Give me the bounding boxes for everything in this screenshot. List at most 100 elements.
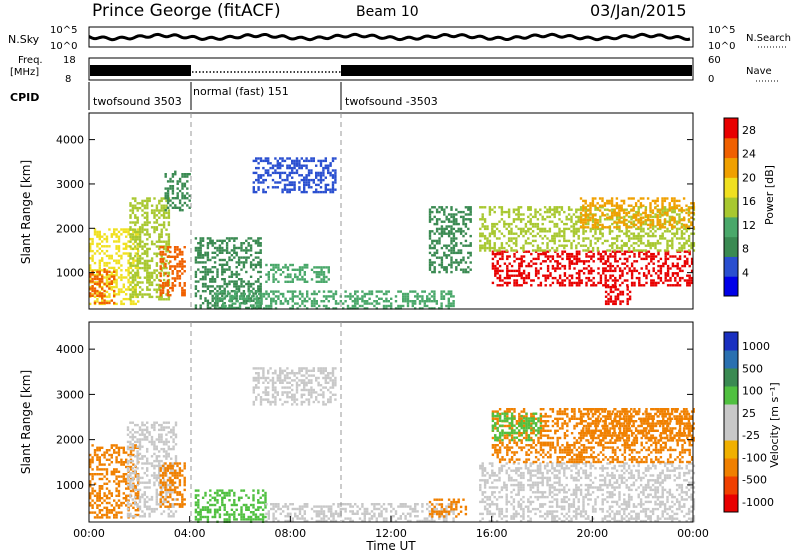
echo-cell	[428, 268, 432, 271]
echo-cell	[229, 297, 232, 300]
echo-cell	[159, 258, 162, 261]
echo-cell	[218, 506, 222, 509]
echo-cell	[558, 284, 562, 287]
echo-cell	[138, 428, 142, 432]
echo-cell	[91, 293, 94, 296]
echo-cell	[115, 283, 118, 286]
echo-cell	[591, 204, 595, 207]
echo-cell	[621, 290, 625, 294]
echo-cell	[686, 262, 689, 265]
echo-cell	[598, 204, 602, 207]
echo-cell	[411, 302, 414, 305]
echo-cell	[579, 206, 583, 209]
echo-cell	[599, 227, 602, 231]
echo-cell	[143, 216, 147, 219]
echo-cell	[101, 240, 104, 243]
echo-cell	[105, 470, 109, 473]
echo-cell	[178, 189, 182, 193]
echo-cell	[174, 433, 178, 436]
echo-cell	[274, 290, 278, 293]
echo-cell	[491, 232, 494, 235]
echo-cell	[108, 270, 111, 273]
echo-cell	[568, 262, 571, 265]
echo-cell	[329, 171, 332, 175]
echo-cell	[558, 213, 561, 216]
echo-cell	[363, 302, 366, 305]
echo-cell	[315, 307, 318, 310]
echo-cell	[136, 488, 139, 492]
echo-cell	[213, 503, 217, 507]
echo-cell	[661, 206, 664, 210]
echo-cell	[150, 209, 154, 212]
echo-cell	[131, 209, 135, 212]
echo-cell	[173, 491, 177, 494]
echo-cell	[433, 232, 436, 235]
echo-cell	[225, 294, 229, 298]
echo-cell	[548, 206, 552, 209]
echo-cell	[125, 451, 128, 454]
echo-cell	[171, 255, 174, 258]
echo-cell	[176, 503, 179, 506]
echo-cell	[382, 300, 386, 303]
echo-cell	[682, 218, 686, 222]
echo-cell	[530, 284, 533, 287]
echo-cell	[258, 300, 261, 303]
echo-cell	[181, 289, 184, 292]
echo-cell	[293, 183, 296, 187]
echo-cell	[534, 215, 537, 219]
echo-cell	[126, 440, 130, 444]
echo-cell	[650, 255, 653, 258]
echo-cell	[93, 301, 97, 305]
echo-cell	[211, 285, 214, 288]
echo-cell	[591, 234, 595, 238]
echo-cell	[651, 242, 655, 245]
echo-cell	[159, 265, 162, 268]
echo-cell	[501, 250, 504, 253]
echo-cell	[537, 255, 540, 258]
echo-cell	[630, 204, 633, 207]
echo-cell	[158, 471, 161, 475]
echo-cell	[529, 206, 532, 209]
echo-cell	[98, 269, 101, 272]
echo-cell	[291, 297, 294, 300]
echo-cell	[294, 302, 297, 305]
echo-cell	[315, 164, 318, 167]
echo-cell	[601, 227, 604, 231]
echo-cell	[257, 287, 260, 290]
echo-cell	[334, 174, 337, 177]
echo-cell	[153, 507, 156, 511]
echo-cell	[519, 246, 523, 250]
echo-cell	[173, 486, 177, 489]
echo-cell	[639, 223, 643, 227]
echo-cell	[113, 499, 116, 502]
echo-cell	[167, 431, 170, 434]
echo-cell	[141, 515, 144, 518]
echo-cell	[138, 286, 142, 289]
echo-cell	[155, 493, 158, 496]
echo-cell	[539, 213, 542, 216]
echo-cell	[579, 197, 583, 200]
echo-cell	[277, 290, 280, 293]
echo-cell	[186, 175, 189, 178]
echo-cell	[435, 210, 439, 214]
echo-cell	[153, 481, 156, 484]
echo-cell	[122, 463, 125, 466]
echo-cell	[447, 244, 451, 247]
echo-cell	[283, 171, 287, 175]
echo-cell	[194, 287, 198, 290]
echo-cell	[170, 483, 173, 487]
echo-cell	[249, 285, 253, 288]
echo-cell	[96, 516, 99, 519]
echo-cell	[536, 222, 540, 226]
echo-cell	[96, 458, 99, 461]
echo-cell	[213, 251, 217, 254]
echo-cell	[199, 261, 202, 264]
echo-cell	[324, 166, 327, 170]
echo-cell	[590, 284, 593, 287]
echo-cell	[334, 307, 338, 310]
echo-cell	[546, 246, 549, 250]
echo-cell	[174, 459, 178, 463]
echo-cell	[204, 251, 207, 254]
echo-cell	[225, 285, 229, 288]
echo-cell	[542, 252, 545, 256]
